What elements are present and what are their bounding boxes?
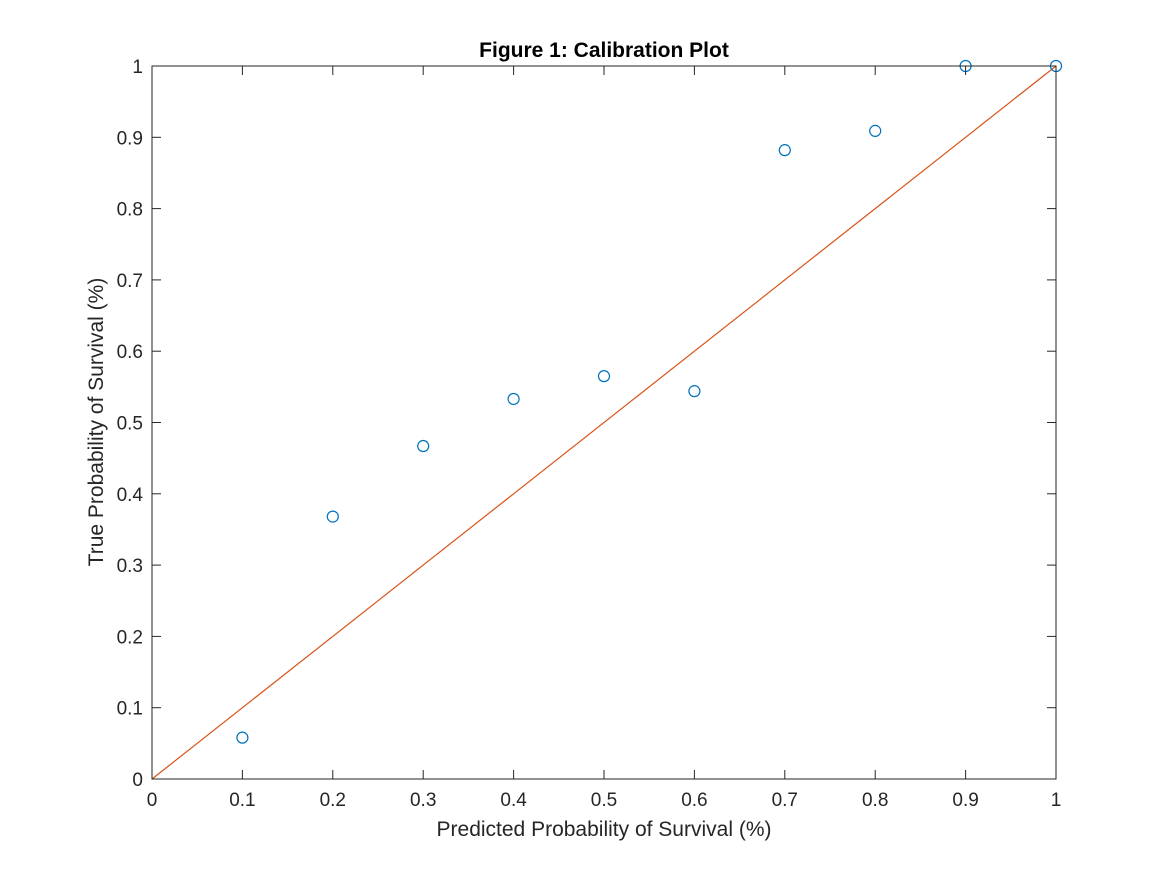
y-tick-label: 0.8 — [117, 200, 143, 221]
data-point — [688, 385, 701, 398]
y-tick-label: 0 — [132, 770, 143, 791]
data-point — [597, 370, 611, 383]
plot-area — [151, 59, 1063, 780]
reference-line — [151, 65, 1057, 780]
y-tick-label: 0.1 — [117, 699, 143, 720]
data-point — [326, 510, 339, 523]
x-tick-label: 0.8 — [862, 790, 888, 811]
x-tick-label: 0.2 — [320, 790, 346, 811]
y-tick-label: 0.3 — [117, 556, 143, 577]
x-tick-label: 0 — [147, 790, 158, 811]
data-point — [507, 392, 520, 406]
y-tick-label: 0.2 — [117, 627, 143, 648]
data-point — [869, 124, 882, 137]
data-point — [236, 731, 249, 744]
x-tick-label: 0.3 — [410, 790, 436, 811]
x-tick-label: 0.4 — [500, 790, 527, 811]
y-tick-label: 0.6 — [117, 342, 143, 363]
x-tick-label: 0.7 — [772, 790, 798, 811]
chart-title: Figure 1: Calibration Plot — [479, 39, 729, 62]
x-tick-label: 1 — [1051, 790, 1062, 811]
data-point — [417, 439, 430, 453]
x-axis-label: Predicted Probability of Survival (%) — [437, 818, 772, 841]
x-tick-label: 0.5 — [591, 790, 617, 811]
y-axis-label: True Probability of Survival (%) — [85, 278, 108, 567]
axes: 0 0.1 0.2 0.3 0.4 0.5 0.6 0.7 0.8 0.9 1 0 0.1 0.2 0.3 0… — [117, 57, 1062, 811]
x-tick-label: 0.1 — [229, 790, 255, 811]
y-tick-label: 0.5 — [117, 414, 143, 435]
y-tick-label: 0.9 — [117, 128, 143, 149]
y-tick-label: 1 — [132, 57, 143, 78]
x-tick-label: 0.9 — [952, 790, 978, 811]
data-point — [778, 144, 791, 157]
y-tick-label: 0.7 — [117, 271, 143, 292]
x-tick-label: 0.6 — [681, 790, 707, 811]
y-tick-label: 0.4 — [117, 485, 144, 506]
